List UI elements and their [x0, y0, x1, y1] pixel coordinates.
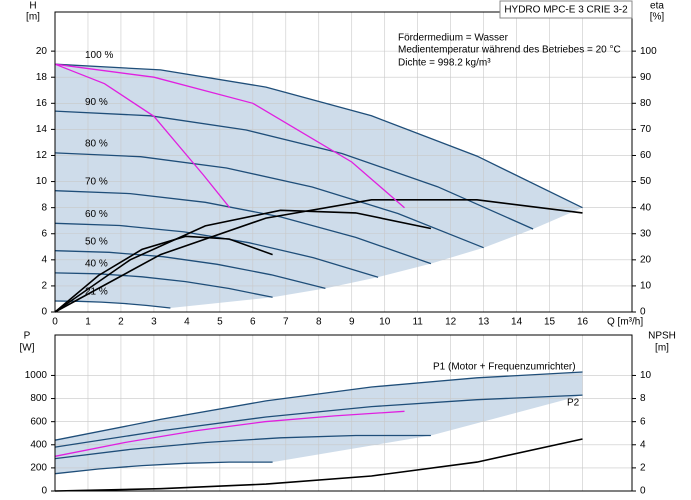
y2-unit: [m] [655, 343, 669, 354]
x-tick-label: 1 [85, 317, 91, 328]
y-tick-label: 6 [41, 228, 47, 239]
y2-tick-label: 10 [640, 370, 652, 381]
curve [54, 190, 432, 265]
y-tick-label: 4 [41, 254, 47, 265]
curve [54, 110, 534, 230]
y-tick-label: 1000 [25, 370, 48, 381]
y2-tick-label: 10 [640, 281, 652, 292]
curve [54, 63, 583, 209]
curve [54, 250, 326, 290]
y2-tick-label: 70 [640, 124, 652, 135]
y-tick-label: 14 [36, 124, 48, 135]
curve [54, 371, 583, 441]
series-label: 21 % [85, 287, 108, 298]
x-tick-label: 12 [445, 317, 457, 328]
y-tick-label: 10 [36, 176, 48, 187]
y2-tick-label: 2 [640, 463, 646, 474]
y2-tick-label: 0 [640, 486, 646, 497]
series-label: 90 % [85, 97, 108, 108]
x-tick-label: 6 [250, 317, 256, 328]
x-tick-label: 9 [349, 317, 355, 328]
y2-tick-label: 50 [640, 176, 652, 187]
annotation: P2 [567, 398, 580, 409]
curve [54, 63, 405, 209]
y2-tick-label: 8 [640, 393, 646, 404]
curve [54, 222, 379, 278]
y-tick-label: 0 [41, 307, 47, 318]
curve [54, 272, 273, 298]
x-tick-label: 7 [283, 317, 289, 328]
y2-tick-label: 0 [640, 307, 646, 318]
y-tick-label: 18 [36, 72, 48, 83]
y2-label: NPSH [648, 331, 676, 342]
y2-tick-label: 20 [640, 254, 652, 265]
series-label: 60 % [85, 209, 108, 220]
curve [54, 199, 583, 313]
series-label: 80 % [85, 139, 108, 150]
y-tick-label: 400 [30, 439, 47, 450]
y2-tick-label: 80 [640, 98, 652, 109]
x-tick-label: 2 [118, 317, 124, 328]
plot-frame [54, 11, 633, 313]
curve [54, 152, 484, 249]
annotation: Medientemperatur während des Betriebes =… [398, 45, 621, 56]
plot-frame [54, 334, 633, 492]
chart-title: HYDRO MPC-E 3 CRIE 3-2 [504, 5, 628, 16]
y-label: H [29, 1, 36, 12]
y2-tick-label: 4 [640, 439, 646, 450]
y-tick-label: 200 [30, 463, 47, 474]
curve [54, 394, 583, 448]
y2-tick-label: 40 [640, 202, 652, 213]
curve [54, 434, 431, 460]
series-label: 40 % [85, 259, 108, 270]
x-tick-label: 3 [151, 317, 157, 328]
curve [54, 209, 432, 313]
x-tick-label: 16 [577, 317, 589, 328]
annotation: P1 (Motor + Frequenzumrichter) [433, 362, 576, 373]
y-tick-label: 800 [30, 393, 47, 404]
y-tick-label: 16 [36, 98, 48, 109]
x-tick-label: 5 [217, 317, 223, 328]
x-tick-label: 15 [544, 317, 556, 328]
x-tick-label: 10 [379, 317, 391, 328]
y2-tick-label: 60 [640, 150, 652, 161]
y2-unit: [%] [650, 12, 665, 23]
y-tick-label: 8 [41, 202, 47, 213]
y-tick-label: 0 [41, 486, 47, 497]
y-tick-label: 12 [36, 150, 48, 161]
y2-tick-label: 6 [640, 416, 646, 427]
y2-tick-label: 30 [640, 228, 652, 239]
curve [54, 461, 273, 475]
y2-tick-label: 90 [640, 72, 652, 83]
annotation: Fördermedium = Wasser [398, 33, 509, 44]
series-label: 100 % [85, 50, 113, 61]
series-label: 70 % [85, 176, 108, 187]
x-tick-label: 0 [52, 317, 58, 328]
curve [54, 438, 583, 492]
y2-tick-label: 100 [640, 46, 657, 57]
y-tick-label: 2 [41, 281, 47, 292]
x-tick-label: 4 [184, 317, 190, 328]
y-unit: [m] [26, 12, 40, 23]
y-label: P [24, 331, 31, 342]
x-tick-label: 8 [316, 317, 322, 328]
y-tick-label: 20 [36, 46, 48, 57]
x-tick-label: 14 [511, 317, 523, 328]
y-tick-label: 600 [30, 416, 47, 427]
annotation: Dichte = 998.2 kg/m³ [398, 58, 491, 69]
curve [54, 63, 231, 209]
y2-label: eta [650, 1, 664, 12]
x-tick-label: 11 [412, 317, 423, 328]
curve [54, 410, 405, 457]
title-box [499, 0, 633, 19]
x-label: Q [m³/h] [607, 317, 643, 328]
curve [54, 235, 273, 313]
x-tick-label: 13 [478, 317, 490, 328]
series-label: 50 % [85, 236, 108, 247]
y-unit: [W] [20, 343, 35, 354]
